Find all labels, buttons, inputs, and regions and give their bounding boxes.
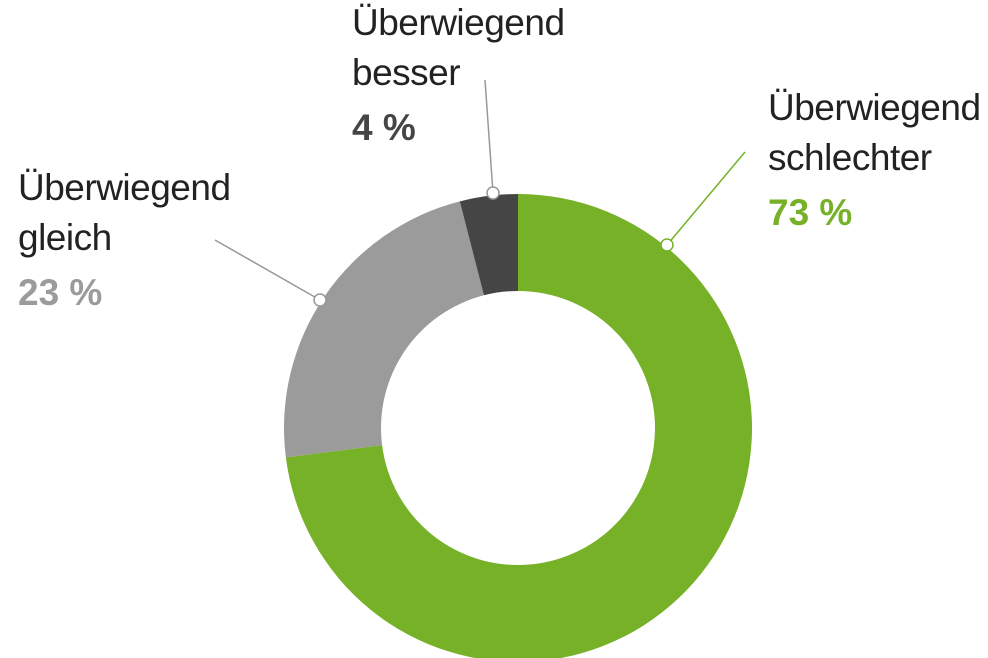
category-label: Überwiegend schlechter [768,87,981,178]
leader-line [484,79,494,194]
category-label: Überwiegend besser [352,2,565,93]
category-label-line: besser [352,52,460,93]
leader-dot [660,238,674,252]
category-label-line: gleich [18,217,112,258]
category-label-line: Überwiegend [768,87,981,128]
value-label: 73 % [768,192,852,233]
value-label: 23 % [18,272,102,313]
donut-segment [284,201,484,458]
category-label-line: Überwiegend [352,2,565,43]
leader-dot [486,186,500,200]
value-label: 4 % [352,107,416,148]
category-label: Überwiegend gleich [18,167,231,258]
category-label-line: Überwiegend [18,167,231,208]
leader-line [214,239,321,301]
leader-line [666,151,746,246]
leader-dot [313,293,327,307]
category-label-line: schlechter [768,137,932,178]
donut-segment [459,194,518,296]
donut-segment [285,194,752,658]
